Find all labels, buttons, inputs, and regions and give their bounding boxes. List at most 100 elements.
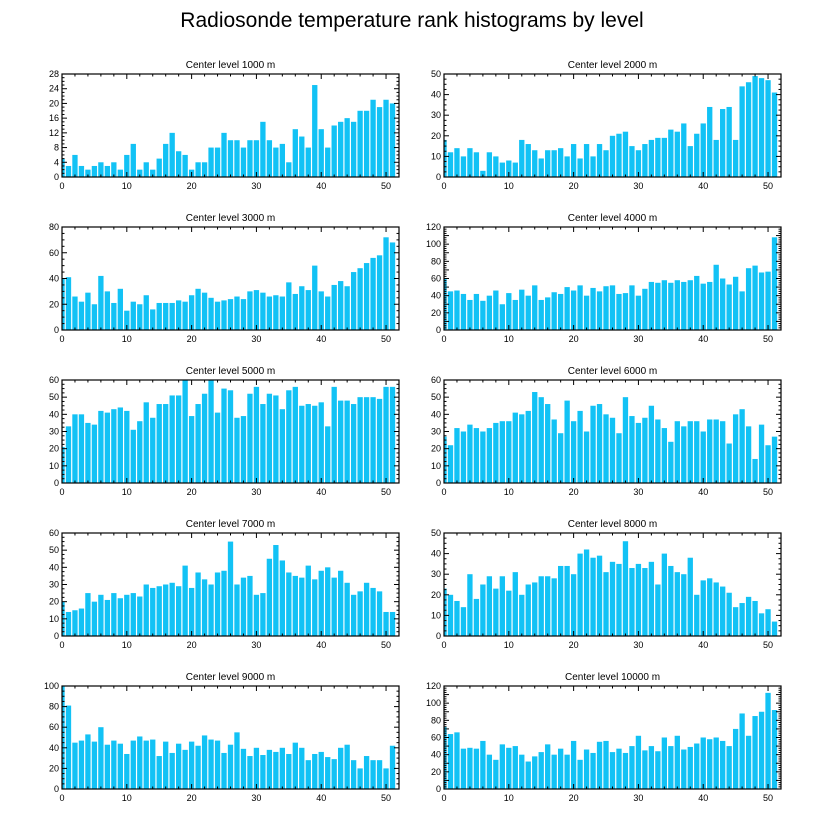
histogram-bar [525,295,531,330]
histogram-bar [247,393,253,483]
histogram-bar [150,739,156,789]
histogram-bar [273,295,279,330]
y-tick-label: 50 [49,392,59,402]
histogram-bar [266,140,273,177]
histogram-bar [499,744,505,789]
histogram-bar [376,255,383,330]
histogram-bar [545,576,551,636]
histogram-bar [564,400,570,483]
y-tick-label: 10 [49,614,59,624]
histogram-bar [486,754,493,789]
histogram-bar [447,445,454,483]
histogram-bar [752,265,758,330]
histogram-panel: Center level 8000 m 0 10 20 30 40 50 0 10 20 30 40 5… [431,519,782,650]
histogram-bar [635,295,642,330]
histogram-bar [240,577,247,636]
histogram-bar [260,121,266,177]
histogram-bar [85,734,91,789]
histogram-bar [444,436,447,483]
histogram-bar [117,598,123,636]
histogram-bar [214,572,221,636]
histogram-bar [635,563,642,636]
y-tick-label: 40 [49,562,59,572]
x-tick-label: 20 [569,640,579,650]
histogram-bar [460,748,467,789]
histogram-bar [687,146,693,177]
y-tick-label: 30 [431,110,441,120]
histogram-bar [486,295,493,330]
histogram-bar [447,291,454,330]
histogram-bar [616,748,622,789]
histogram-bar [292,386,298,483]
histogram-bar [312,265,318,330]
histogram-bar [111,162,117,177]
histogram-bar [169,582,175,636]
histogram-bar [350,404,357,483]
histogram-bar [227,744,234,789]
y-tick-label: 0 [54,631,59,641]
x-tick-label: 0 [441,487,446,497]
histogram-bar [370,99,376,177]
histogram-bar [318,751,324,789]
histogram-bar [370,397,376,483]
histogram-bar [629,146,635,177]
histogram-bar [707,419,713,483]
histogram-bar [344,400,350,483]
histogram-bar [383,386,389,483]
histogram-bar [273,751,279,789]
x-tick-label: 50 [763,793,773,803]
histogram-bar [91,304,98,330]
histogram-bar [338,747,344,789]
histogram-bar [622,293,629,330]
x-tick-label: 40 [316,640,326,650]
histogram-bar [570,290,577,330]
y-tick-label: 0 [54,172,59,182]
x-tick-label: 0 [441,793,446,803]
histogram-bar [331,759,337,789]
histogram-bar [642,144,648,177]
histogram-bar [182,749,188,789]
histogram-bar [616,293,622,330]
y-tick-label: 10 [431,610,441,620]
y-tick-label: 0 [436,478,441,488]
histogram-bar [266,296,273,330]
histogram-bar [635,422,642,483]
histogram-bar [596,144,603,177]
x-tick-label: 20 [569,487,579,497]
x-tick-label: 30 [251,793,261,803]
histogram-bar [201,292,208,330]
histogram-bar [389,386,396,483]
histogram-bar [208,584,214,636]
y-tick-label: 50 [431,69,441,79]
histogram-bar [519,289,525,330]
histogram-bar [473,152,480,177]
histogram-bar [331,386,337,483]
histogram-bar [279,296,286,330]
histogram-bar [383,99,389,177]
y-tick-label: 40 [49,274,59,284]
histogram-bar [78,414,85,483]
histogram-bar [363,582,370,636]
histogram-bar [486,152,493,177]
x-tick-label: 10 [122,640,132,650]
y-tick-label: 40 [431,750,441,760]
histogram-bar [661,280,668,330]
histogram-bar [299,577,305,636]
histogram-bar [299,405,305,483]
x-tick-label: 50 [381,640,391,650]
x-tick-label: 30 [251,181,261,191]
histogram-bar [72,296,78,330]
histogram-bar [590,557,596,636]
x-tick-label: 40 [698,181,708,191]
histogram-bar [221,388,227,483]
histogram-bar [635,150,642,177]
histogram-bar [240,299,247,330]
histogram-bar [389,611,396,636]
panel-title: Center level 7000 m [186,519,276,530]
histogram-bar [111,302,117,330]
histogram-bar [163,404,169,483]
y-tick-label: 0 [54,478,59,488]
histogram-bar [460,431,467,483]
histogram-bar [117,169,123,177]
histogram-bar [221,752,227,789]
